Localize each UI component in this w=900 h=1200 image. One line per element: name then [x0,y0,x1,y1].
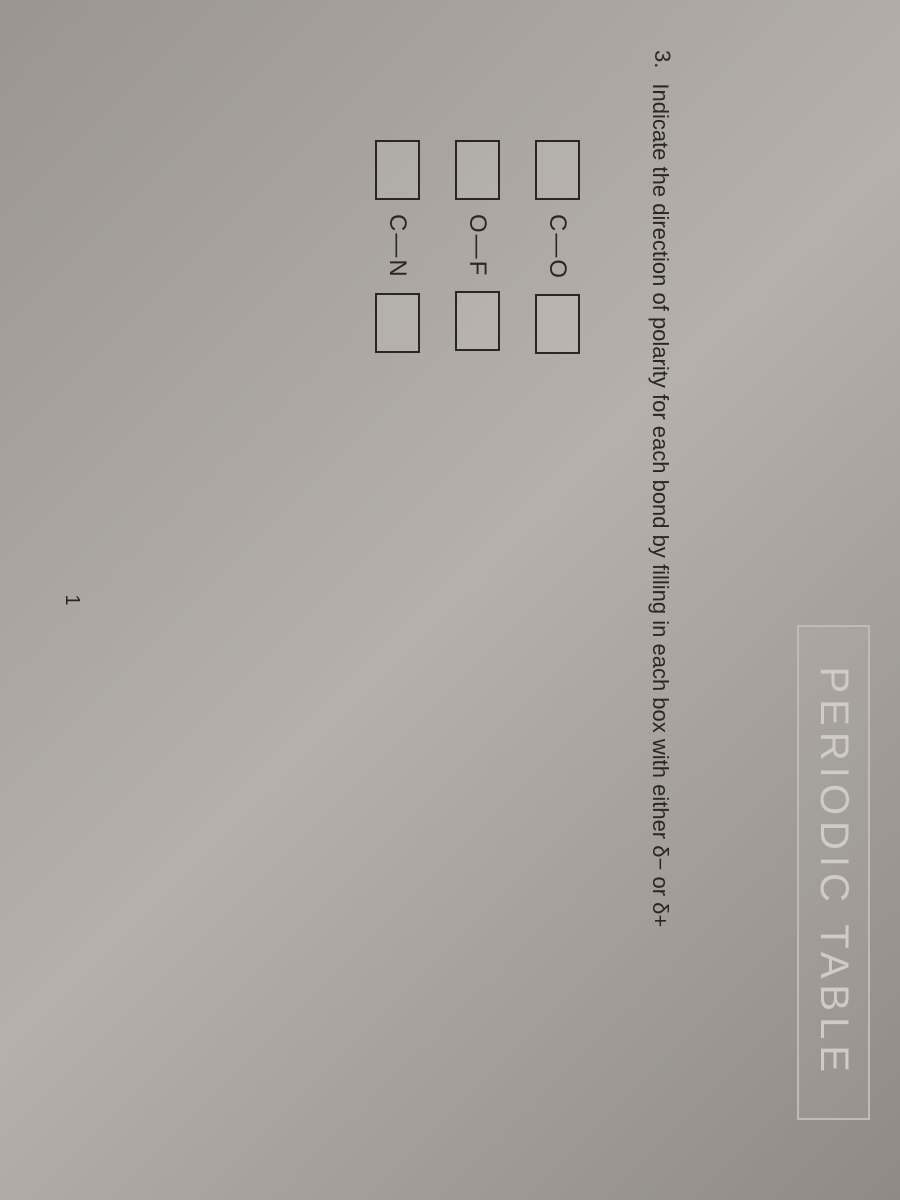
bond-label-of: O—F [464,214,492,277]
answer-box-cn-right[interactable] [375,293,420,353]
bond-label-co: C—O [544,214,572,280]
bonds-container: C—O O—F C—N [375,140,580,354]
question-number: 3. [649,50,675,68]
bond-row-cn: C—N [375,140,420,354]
bond-row-of: O—F [455,140,500,354]
page-container: PERIODIC TABLE 3. Indicate the direction… [0,0,900,1200]
page-number: 1 [60,594,83,605]
question-text: Indicate the direction of polarity for e… [644,83,675,927]
bond-row-co: C—O [535,140,580,354]
periodic-table-header: PERIODIC TABLE [797,625,870,1121]
periodic-table-text: PERIODIC TABLE [812,667,856,1079]
answer-box-co-left[interactable] [535,140,580,200]
answer-box-of-left[interactable] [455,140,500,200]
bond-label-cn: C—N [384,214,412,279]
answer-box-co-right[interactable] [535,294,580,354]
answer-box-cn-left[interactable] [375,140,420,200]
answer-box-of-right[interactable] [455,291,500,351]
question-line: 3. Indicate the direction of polarity fo… [644,50,675,927]
